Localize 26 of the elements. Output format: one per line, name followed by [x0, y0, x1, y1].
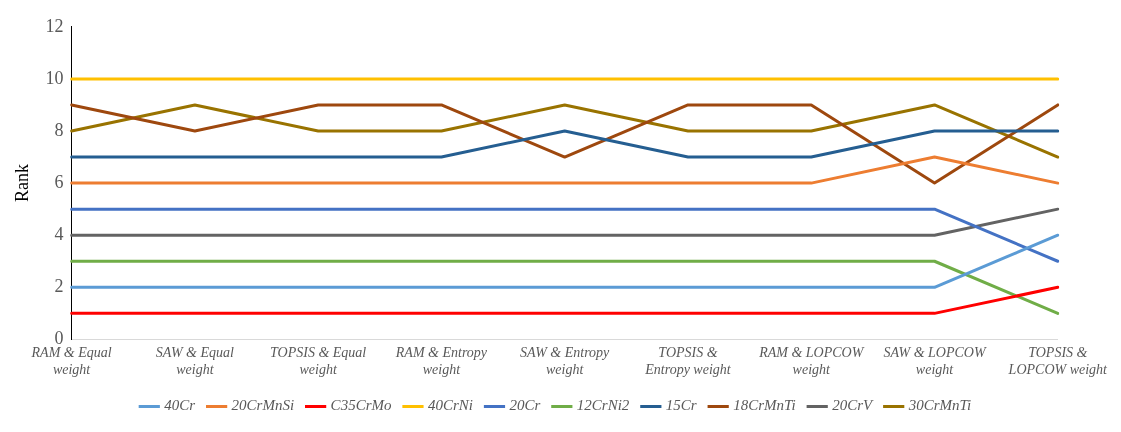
y-tick-label: 8 — [54, 119, 64, 140]
legend-label: 12CrNi2 — [576, 397, 630, 414]
x-tick-label: RAM & LOPCOW weight — [758, 345, 865, 378]
y-tick-label: 10 — [45, 67, 64, 88]
legend-label: C35CrMo — [330, 397, 392, 414]
legend-label: 30CrMnTi — [907, 397, 972, 414]
legend-label: 20CrMnSi — [231, 397, 295, 414]
x-tick-label: TOPSIS & LOPCOW weight — [1007, 345, 1109, 378]
legend-label: 40Cr — [164, 397, 196, 414]
legend-label: 18CrMnTi — [733, 397, 796, 414]
x-tick-label: TOPSIS & Entropy weight — [644, 345, 732, 378]
legend-label: 20Cr — [509, 397, 541, 414]
y-tick-label: 4 — [54, 223, 64, 244]
x-tick-label: SAW & Entropy weight — [520, 345, 611, 378]
y-tick-label: 12 — [45, 15, 64, 36]
x-tick-label: SAW & LOPCOW weight — [883, 345, 987, 378]
x-tick-label: TOPSIS & Equal weight — [270, 345, 367, 378]
x-tick-label: SAW & Equal weight — [155, 345, 234, 378]
x-tick-label: RAM & Equal weight — [30, 345, 112, 378]
y-axis-title: Rank — [11, 164, 32, 203]
y-tick-label: 6 — [54, 171, 64, 192]
x-tick-label: RAM & Entropy weight — [394, 345, 488, 378]
legend-label: 20CrV — [832, 397, 875, 414]
legend-label: 40CrNi — [427, 397, 473, 414]
legend-label: 15Cr — [665, 397, 697, 414]
y-tick-label: 2 — [54, 276, 64, 297]
